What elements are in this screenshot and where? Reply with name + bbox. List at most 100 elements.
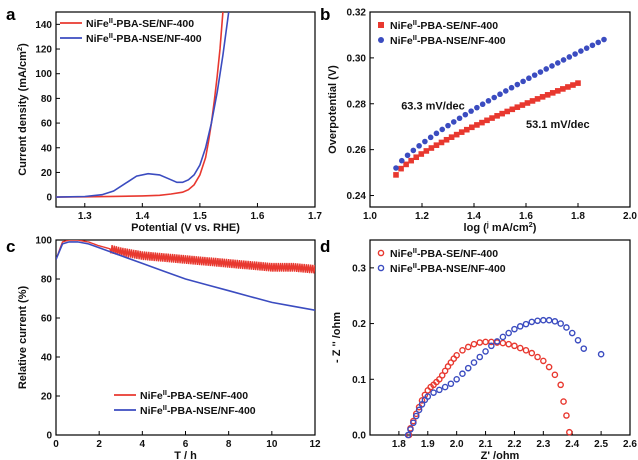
x-tick-label: 2 — [96, 439, 102, 450]
data-point — [415, 406, 423, 414]
y-tick-label: 0.28 — [347, 99, 367, 110]
legend-entry-part: NiFe — [86, 18, 109, 30]
data-point — [499, 333, 507, 341]
x-tick-label: 2.5 — [594, 439, 608, 450]
data-point — [580, 345, 588, 352]
legend-entry-part: NiFe — [140, 405, 163, 417]
data-point — [479, 119, 485, 126]
y-tick-label: 0.0 — [352, 431, 366, 442]
x-tick-label: 2.1 — [479, 439, 493, 450]
y-tick-label: 0 — [46, 193, 52, 204]
data-point — [554, 88, 561, 94]
data-point — [476, 339, 484, 346]
data-point — [539, 94, 546, 100]
legend-entry-part: II — [413, 246, 417, 255]
plot-frame — [369, 11, 631, 208]
y-tick-label: 40 — [41, 143, 53, 154]
data-point — [543, 66, 550, 72]
data-point — [545, 363, 553, 371]
data-point — [418, 151, 425, 157]
data-point — [470, 340, 478, 348]
y-tick-label: 0.1 — [352, 375, 366, 386]
data-point — [393, 165, 399, 171]
data-point — [544, 92, 551, 98]
data-point — [534, 317, 541, 325]
data-point — [505, 329, 512, 337]
data-point — [484, 117, 490, 124]
data-point — [531, 72, 538, 78]
data-point — [443, 136, 450, 143]
x-tick-label: 1.6 — [250, 211, 264, 222]
data-point — [520, 78, 526, 85]
data-point — [537, 69, 544, 75]
x-tick-label: 8 — [226, 439, 232, 450]
y-tick-label: 120 — [35, 45, 52, 56]
data-point — [410, 419, 417, 427]
x-tick-label: 2.2 — [507, 439, 521, 450]
data-point — [557, 320, 564, 327]
data-point — [504, 108, 511, 115]
data-point — [398, 157, 405, 164]
data-point — [430, 389, 437, 396]
data-point — [551, 318, 559, 325]
data-point — [601, 36, 607, 43]
data-point — [458, 129, 465, 135]
legend-entry-part: -PBA-NSE/NF-400 — [167, 405, 256, 417]
data-point — [570, 82, 576, 88]
data-point — [511, 342, 518, 350]
y-axis-label: Overpotential (V) — [327, 65, 339, 154]
panel-label: c — [6, 237, 15, 256]
data-point — [456, 115, 463, 122]
legend-marker — [378, 37, 384, 43]
x-tick-label: 1.4 — [135, 211, 149, 222]
data-point — [519, 102, 526, 108]
y-tick-label: 40 — [41, 353, 53, 364]
x-axis-label-part: j — [486, 220, 489, 229]
legend-entry-part: -PBA-NSE/NF-400 — [417, 35, 506, 47]
legend-marker — [377, 264, 385, 272]
data-point — [412, 412, 420, 420]
data-point — [464, 343, 472, 351]
legend-entry-part: NiFe — [390, 20, 413, 32]
y-tick-label: 0 — [46, 431, 52, 442]
panel-c: 0 2 4 6 8 10 12 0 20 40 60 80 100 c T / h Relative curr… — [6, 236, 321, 460]
legend-entry: NiFeII-PBA-NSE/NF-400 — [140, 403, 256, 418]
x-axis-label: Z' /ohm — [481, 450, 520, 460]
data-point — [508, 84, 515, 91]
x-tick-label: 2.4 — [565, 439, 579, 450]
y-tick-label: 100 — [35, 69, 52, 80]
data-point — [439, 126, 446, 133]
y-tick-label: 0.32 — [347, 8, 367, 19]
legend-entry-part: -PBA-NSE/NF-400 — [417, 263, 506, 275]
x-axis-label-part: ) — [533, 222, 537, 234]
data-point — [589, 42, 596, 49]
data-point — [485, 98, 492, 104]
data-point — [514, 104, 521, 110]
series-line — [56, 241, 315, 311]
x-tick-label: 6 — [183, 439, 189, 450]
data-point — [404, 431, 412, 439]
x-axis-label-part: 2 — [529, 220, 533, 229]
legend-marker — [377, 249, 385, 257]
series-line — [56, 240, 315, 274]
x-tick-label: 2.0 — [450, 439, 464, 450]
data-point — [511, 325, 518, 333]
data-point — [398, 165, 404, 172]
y-tick-label: 140 — [35, 20, 52, 31]
data-point — [479, 101, 486, 108]
data-point — [534, 353, 541, 361]
data-point — [488, 342, 495, 350]
data-point — [597, 350, 605, 358]
x-tick-label: 1.6 — [519, 211, 533, 222]
legend-entry-part: NiFe — [390, 35, 413, 47]
data-point — [424, 393, 432, 400]
data-point — [540, 316, 547, 324]
legend-entry-part: NiFe — [390, 263, 413, 275]
panel-label: d — [320, 237, 330, 256]
data-point — [445, 122, 451, 129]
y-tick-label: 0.30 — [347, 53, 367, 64]
data-point — [453, 352, 460, 359]
y-tick-label: 60 — [41, 119, 53, 130]
y-tick-label: 0.24 — [347, 191, 367, 202]
y-tick-label: 80 — [41, 94, 53, 105]
